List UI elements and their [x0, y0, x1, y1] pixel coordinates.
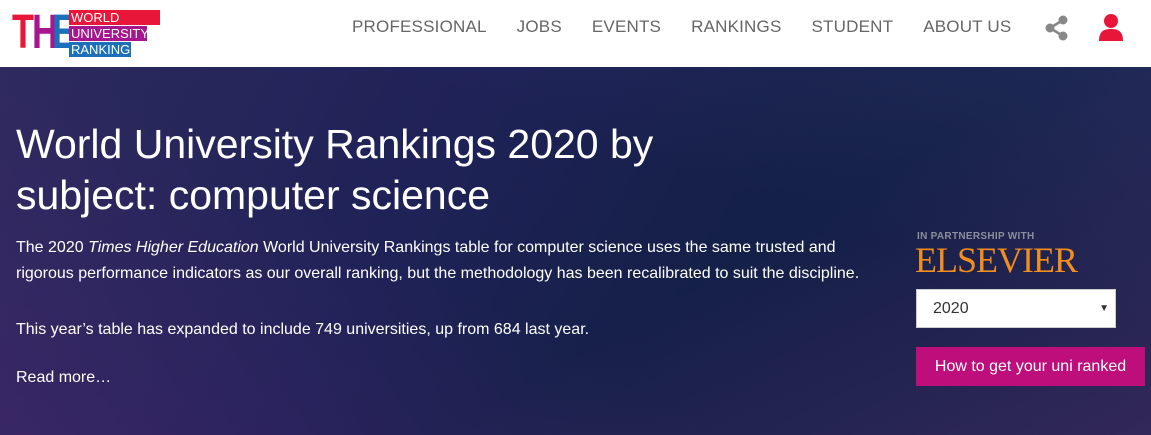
- nav-events[interactable]: EVENTS: [591, 17, 662, 36]
- logo-line: RANKINGS: [69, 42, 139, 57]
- expansion-paragraph: This year’s table has expanded to includ…: [16, 321, 590, 338]
- nav-professional[interactable]: PROFESSIONAL: [352, 17, 487, 36]
- main-nav: PROFESSIONAL JOBS EVENTS RANKINGS STUDEN…: [352, 17, 1011, 37]
- intro-paragraph: The 2020 Times Higher Education World Un…: [16, 235, 876, 287]
- get-ranked-button[interactable]: How to get your uni ranked: [916, 347, 1145, 386]
- read-more-link[interactable]: Read more…: [16, 369, 112, 386]
- nav-student[interactable]: STUDENT: [811, 17, 894, 36]
- nav-about-us[interactable]: ABOUT US: [923, 17, 1012, 36]
- site-header: T H E WORLD UNIVERSITY RANKINGS PROFESSI…: [0, 0, 1151, 67]
- nav-jobs[interactable]: JOBS: [516, 17, 562, 36]
- share-icon[interactable]: [1043, 14, 1071, 47]
- the-logo[interactable]: T H E WORLD UNIVERSITY RANKINGS: [12, 9, 160, 57]
- intro-text: World University Rankings table for comp…: [16, 239, 860, 282]
- logo-line: UNIVERSITY: [69, 26, 150, 41]
- elsevier-logo[interactable]: ELSEVIER: [915, 240, 1078, 280]
- publication-name: Times Higher Education: [88, 239, 259, 256]
- intro-text: The 2020: [16, 239, 89, 256]
- hero-banner: World University Rankings 2020 by subjec…: [0, 67, 1151, 435]
- caret-down-icon: ▼: [1099, 303, 1109, 314]
- logo-line: WORLD: [69, 10, 160, 25]
- page-title: World University Rankings 2020 by subjec…: [16, 121, 654, 218]
- nav-rankings[interactable]: RANKINGS: [691, 17, 782, 36]
- year-select-value: 2020: [933, 300, 969, 317]
- user-icon[interactable]: [1097, 13, 1125, 48]
- partner-label: IN PARTNERSHIP WITH: [917, 231, 1035, 242]
- year-select[interactable]: 2020 ▼: [916, 289, 1116, 328]
